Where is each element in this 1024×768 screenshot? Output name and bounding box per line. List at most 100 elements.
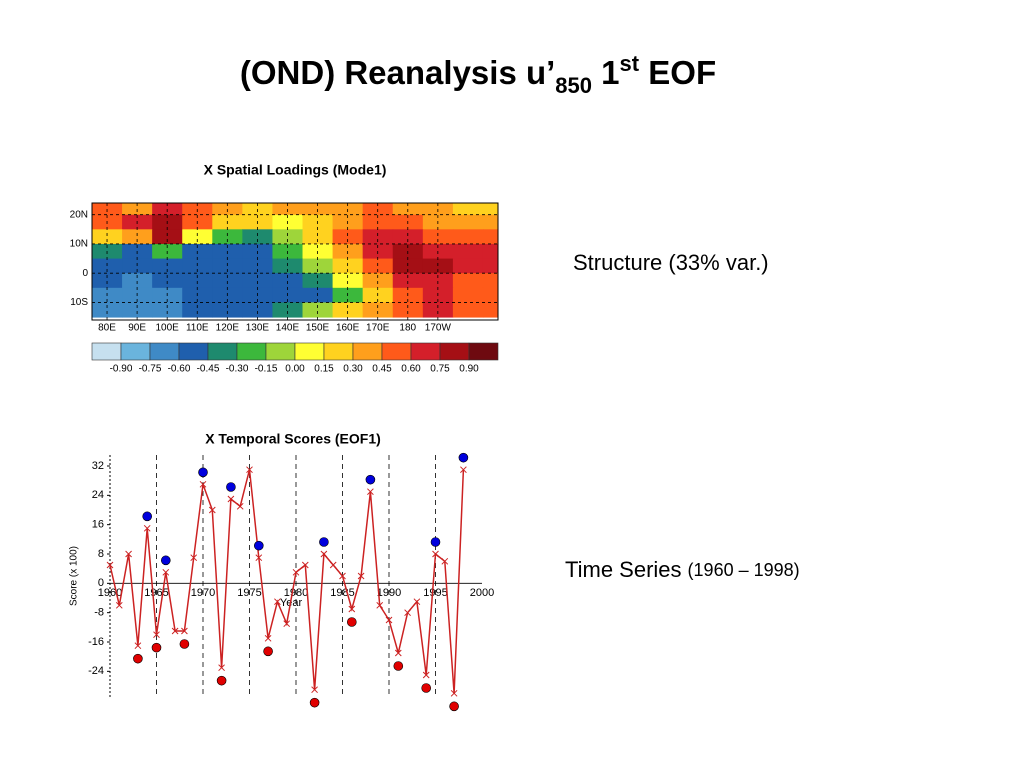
map-x-tick-label: 80E	[98, 323, 116, 334]
map-cell	[452, 203, 484, 216]
colorbar-label: 0.30	[343, 364, 363, 375]
x-tick-label: 1975	[237, 587, 261, 599]
map-y-tick-label: 10N	[70, 239, 88, 250]
map-cell	[452, 302, 484, 318]
map-cell	[272, 229, 304, 245]
point-marker	[246, 466, 253, 474]
y-tick-label: 8	[98, 548, 104, 560]
timeseries-label: Time Series (1960 – 1998)	[565, 557, 800, 582]
point-marker	[301, 561, 309, 569]
map-cell	[452, 214, 484, 230]
map-cell	[122, 229, 153, 245]
map-cell	[362, 273, 394, 289]
colorbar-label: 0.15	[314, 364, 334, 375]
colorbar-box	[178, 342, 209, 361]
point-marker	[274, 598, 281, 606]
colorbar-box	[294, 342, 325, 361]
point-marker	[311, 686, 318, 694]
colorbar-box	[381, 342, 412, 361]
x-tick-label: 2000	[470, 587, 494, 599]
y-tick-label: 16	[92, 519, 104, 531]
map-cell	[422, 302, 454, 318]
point-marker	[106, 561, 114, 569]
map-y-tick-label: 10S	[70, 297, 88, 308]
extreme-dot	[430, 537, 441, 547]
colorbar-label: -0.45	[197, 364, 220, 375]
map-cell	[452, 273, 484, 289]
point-marker	[162, 568, 170, 576]
map-cell	[452, 287, 484, 303]
map-cell	[92, 273, 123, 289]
map-cell	[122, 273, 153, 289]
colorbar-label: -0.15	[255, 364, 278, 375]
map-cell	[332, 258, 364, 274]
map-cell	[482, 203, 498, 216]
point-marker	[181, 627, 188, 635]
point-marker	[450, 689, 458, 697]
map-cell	[482, 258, 498, 274]
point-marker	[357, 572, 365, 580]
map-cell	[332, 302, 364, 318]
colorbar-label: 0.45	[372, 364, 392, 375]
map-cell	[152, 229, 183, 245]
colorbar-box	[91, 342, 122, 361]
x-tick-label: 1995	[423, 587, 447, 599]
map-cell	[392, 229, 424, 245]
map-cell	[182, 258, 213, 274]
map-x-tick-label: 150E	[306, 323, 330, 334]
map-x-tick-label: 180	[399, 323, 416, 334]
colorbar-label: -0.60	[168, 364, 191, 375]
map-cell	[482, 214, 498, 230]
map-cell	[362, 229, 394, 245]
colorbar-label: 0.00	[285, 364, 305, 375]
x-tick-label: 1970	[191, 587, 215, 599]
extreme-dot	[216, 675, 227, 686]
map-x-tick-label: 160E	[336, 323, 360, 334]
extreme-dot	[458, 452, 469, 463]
map-x-tick-label: 100E	[156, 323, 180, 334]
map-cell	[122, 302, 153, 318]
extreme-dot	[226, 482, 236, 492]
map-cell	[272, 302, 304, 318]
map-cell	[92, 229, 123, 245]
x-tick-label: 1985	[330, 587, 354, 599]
map-cell	[482, 229, 498, 245]
point-marker	[394, 649, 402, 657]
map-cell	[332, 273, 364, 289]
y-tick-label: -8	[94, 607, 104, 619]
map-cell	[242, 302, 273, 318]
slide-title: (OND) Reanalysis u’850 1st EOF	[240, 51, 716, 98]
point-marker	[432, 550, 439, 558]
timeseries-text: Time Series	[565, 557, 682, 582]
extreme-dot	[393, 661, 404, 671]
map-cell	[332, 229, 364, 245]
point-marker	[190, 554, 198, 562]
map-cell	[152, 273, 183, 289]
point-marker	[413, 598, 421, 606]
x-axis-label: Year	[280, 597, 303, 609]
colorbar-box	[207, 342, 238, 361]
point-marker	[367, 488, 374, 496]
map-cell	[302, 302, 334, 318]
colorbar-box	[120, 342, 151, 361]
title-sub: 850	[555, 73, 592, 98]
map-title: X Spatial Loadings (Mode1)	[204, 162, 387, 178]
chart-layer: X Spatial Loadings (Mode1) 80E 90E 100E 110E…	[69, 162, 499, 712]
map-cell	[242, 258, 273, 274]
extreme-dot	[449, 701, 459, 712]
colorbar-box	[236, 342, 267, 361]
map-x-tick-label: 170W	[425, 323, 452, 334]
x-tick-label: 1960	[98, 587, 122, 599]
title-sup: st	[620, 51, 640, 76]
colorbar-box	[265, 342, 296, 361]
map-cell	[212, 229, 243, 245]
map-cell	[302, 273, 334, 289]
point-marker	[236, 502, 244, 510]
point-marker	[171, 627, 179, 635]
colorbar-box	[352, 342, 383, 361]
colorbar-box	[323, 342, 354, 361]
map-cell	[242, 273, 273, 289]
point-marker	[208, 506, 216, 514]
point-marker	[422, 671, 430, 679]
map-area	[92, 203, 498, 318]
